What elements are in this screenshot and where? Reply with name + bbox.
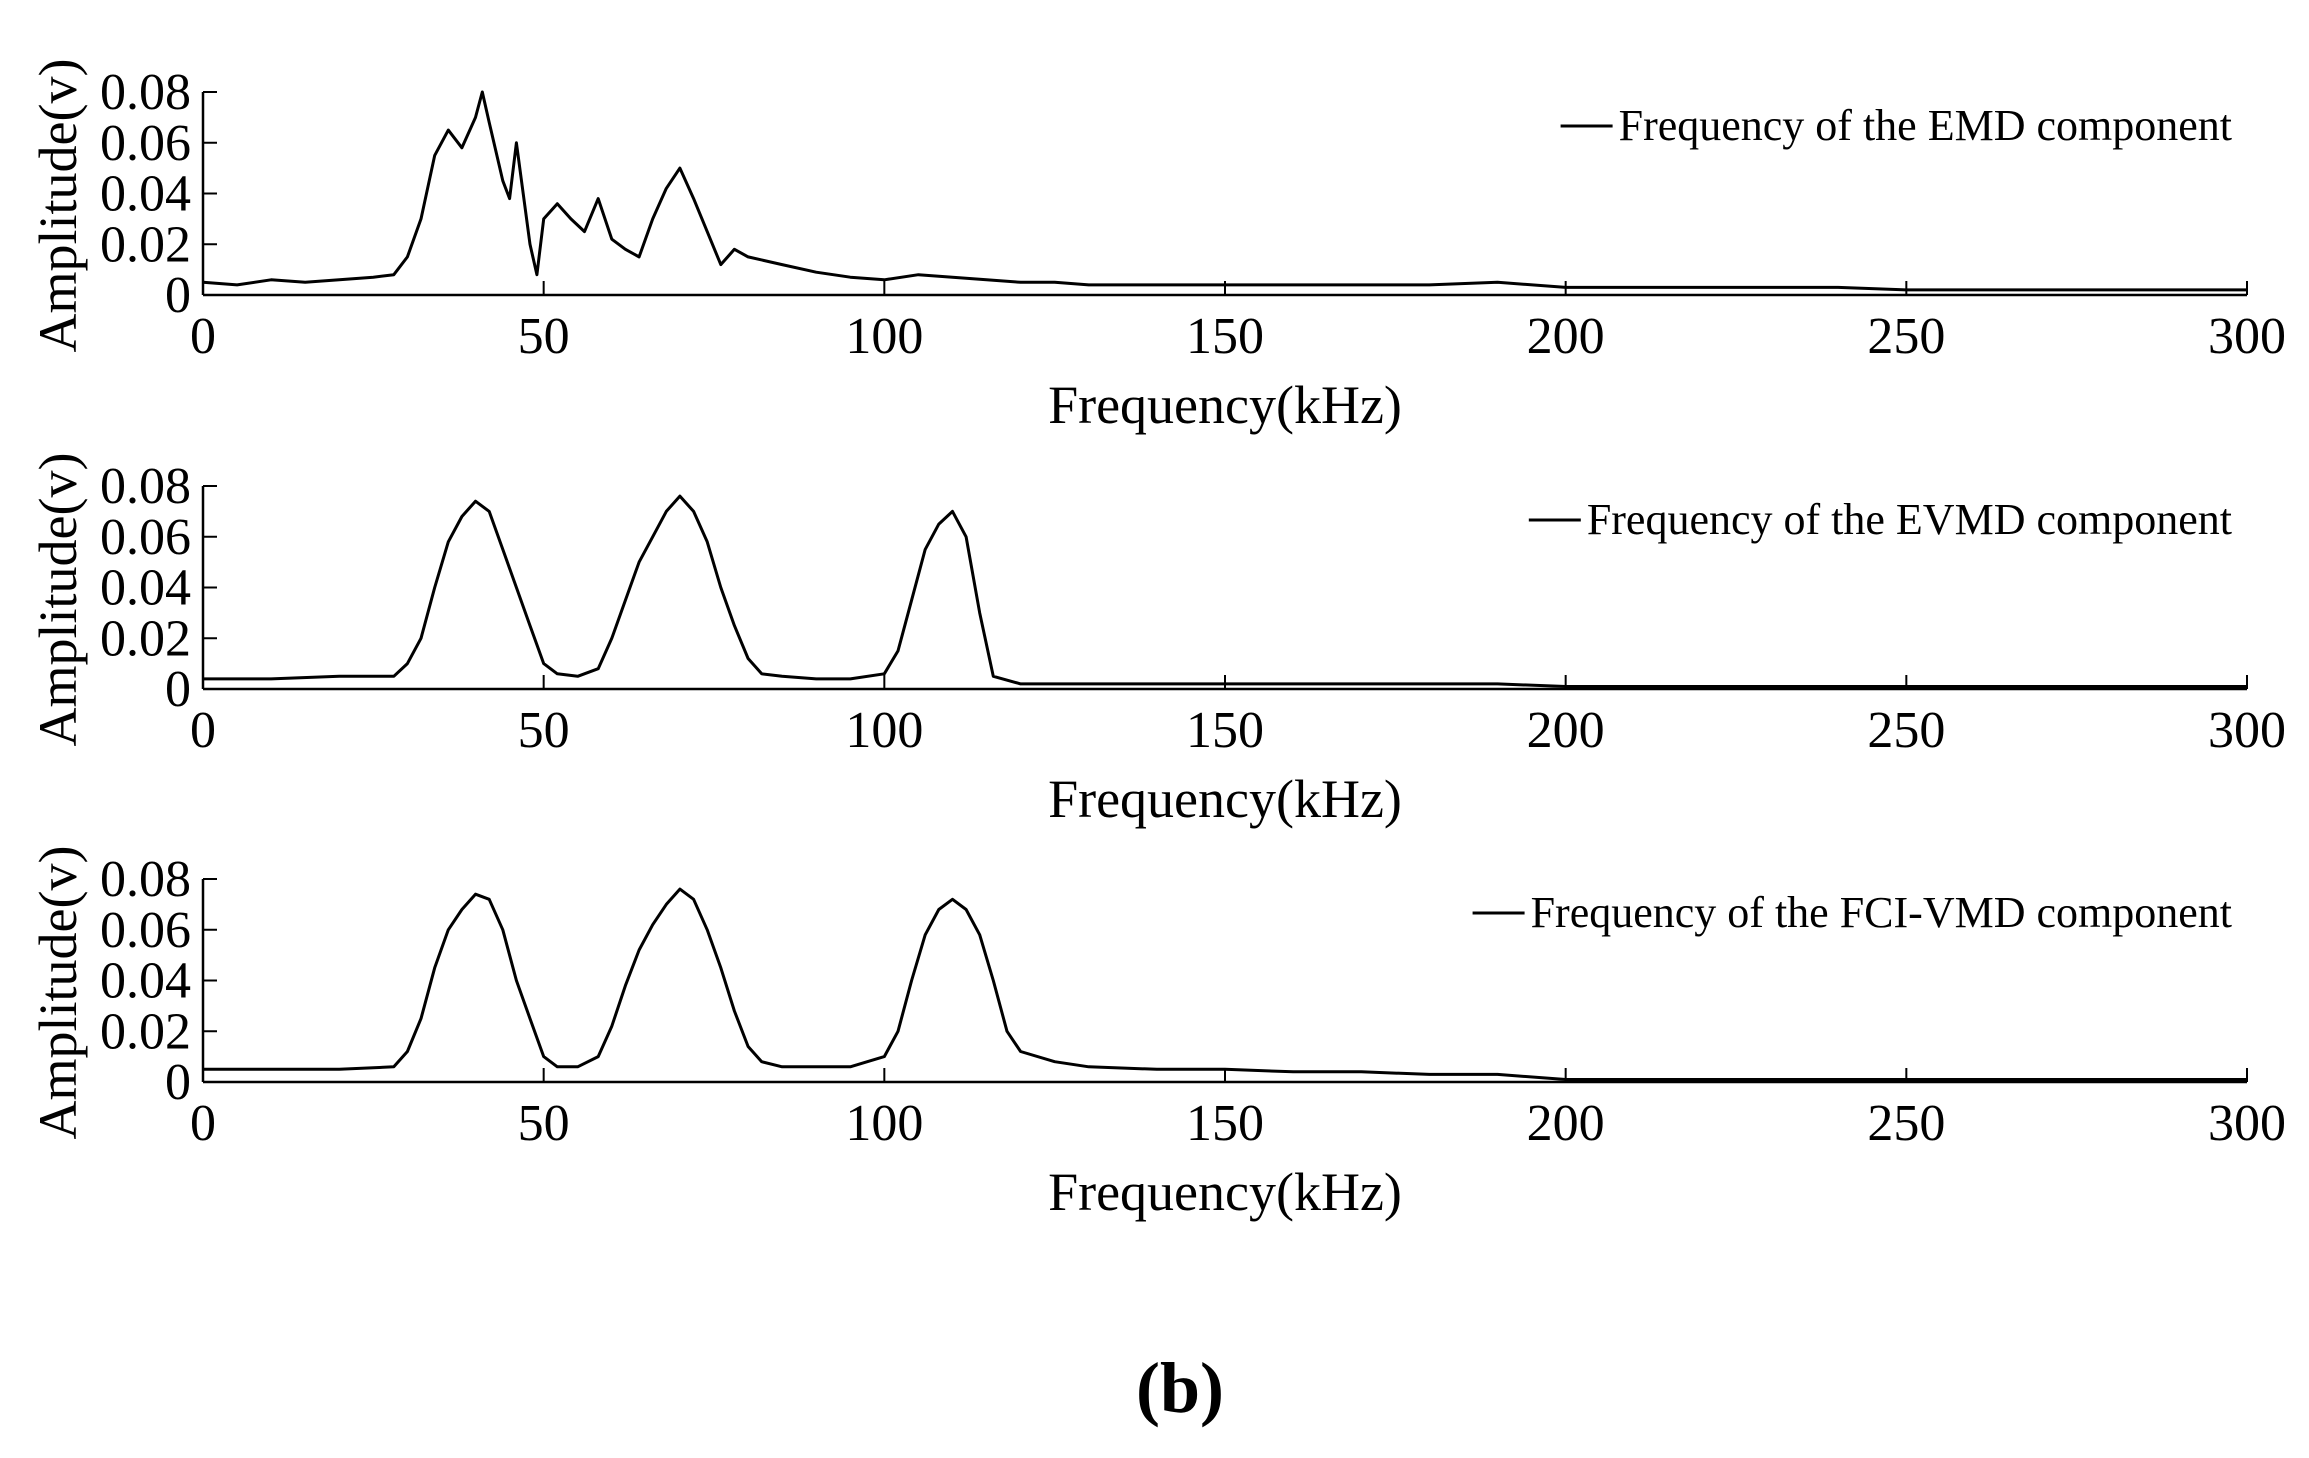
x-tick-label: 300 xyxy=(2208,1095,2286,1152)
series-line xyxy=(202,90,2247,292)
x-tick-label: 0 xyxy=(190,308,216,365)
x-tick-label: 150 xyxy=(1186,1095,1264,1152)
y-tick-label: 0 xyxy=(165,267,191,324)
y-tick-label: 0.02 xyxy=(100,1003,191,1060)
series-line xyxy=(203,887,2247,1081)
x-tick-label: 100 xyxy=(845,308,923,365)
legend-label: Frequency of the FCI-VMD component xyxy=(1531,888,2232,937)
x-tick-label: 300 xyxy=(2208,702,2286,759)
figure-caption: (b) xyxy=(1136,1348,1224,1428)
chart-panel-2: 0 50 100 150 200 250 30000.020.040.060.08Frequ… xyxy=(28,453,2286,829)
chart-panel-1: 0 50 100 150 200 250 30000.020.040.060.08Frequ… xyxy=(28,59,2286,435)
x-axis-label: Frequency(kHz) xyxy=(1048,375,1402,435)
x-tick-label: 150 xyxy=(1186,702,1264,759)
x-axis-label: Frequency(kHz) xyxy=(1048,1162,1402,1222)
y-tick-label: 0.02 xyxy=(100,216,191,273)
x-tick-label: 0 xyxy=(190,702,216,759)
y-tick-label: 0 xyxy=(165,661,191,718)
x-axis-label: Frequency(kHz) xyxy=(1048,769,1402,829)
x-tick-label: 250 xyxy=(1867,308,1945,365)
x-tick-label: 250 xyxy=(1867,702,1945,759)
x-tick-label: 100 xyxy=(845,1095,923,1152)
y-tick-label: 0.08 xyxy=(100,851,191,908)
x-tick-label: 200 xyxy=(1527,308,1605,365)
y-axis-label: Amplitude(v) xyxy=(28,59,88,353)
x-tick-label: 150 xyxy=(1186,308,1264,365)
legend-label: Frequency of the EVMD component xyxy=(1587,495,2232,544)
legend-label: Frequency of the EMD component xyxy=(1619,101,2232,150)
x-tick-label: 300 xyxy=(2208,308,2286,365)
y-tick-label: 0.02 xyxy=(100,610,191,667)
x-tick-label: 50 xyxy=(518,308,570,365)
x-tick-label: 0 xyxy=(190,1095,216,1152)
y-axis-label: Amplitude(v) xyxy=(28,846,88,1140)
x-tick-label: 200 xyxy=(1527,1095,1605,1152)
y-tick-label: 0.04 xyxy=(100,166,191,223)
y-tick-label: 0.08 xyxy=(100,64,191,121)
y-tick-label: 0.04 xyxy=(100,560,191,617)
series-line xyxy=(203,494,2247,688)
y-tick-label: 0 xyxy=(165,1054,191,1111)
x-tick-label: 50 xyxy=(518,1095,570,1152)
y-tick-label: 0.08 xyxy=(100,458,191,515)
y-tick-label: 0.04 xyxy=(100,953,191,1010)
y-tick-label: 0.06 xyxy=(100,509,191,566)
x-tick-label: 100 xyxy=(845,702,923,759)
x-tick-label: 200 xyxy=(1527,702,1605,759)
y-tick-label: 0.06 xyxy=(100,115,191,172)
y-axis-label: Amplitude(v) xyxy=(28,453,88,747)
y-tick-label: 0.06 xyxy=(100,902,191,959)
chart-panel-3: 0 50 100 150 200 250 30000.020.040.060.08Frequ… xyxy=(28,846,2286,1222)
x-tick-label: 50 xyxy=(518,702,570,759)
x-tick-label: 250 xyxy=(1867,1095,1945,1152)
